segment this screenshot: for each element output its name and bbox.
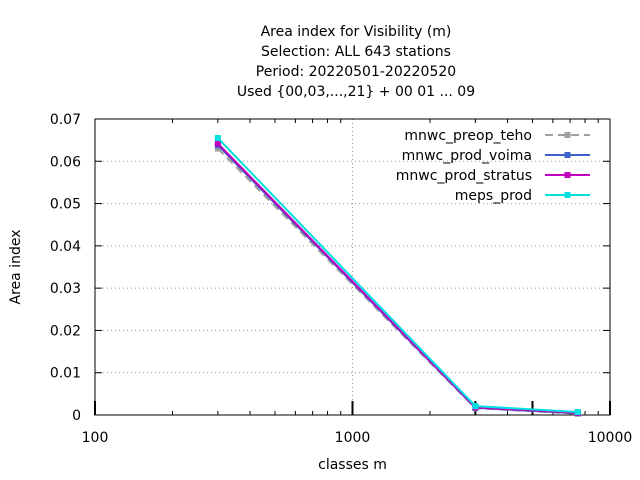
y-axis-label: Area index bbox=[8, 230, 24, 305]
series-mnwc_preop_teho bbox=[214, 145, 581, 417]
legend-label: mnwc_prod_voima bbox=[402, 148, 532, 164]
legend-marker bbox=[564, 172, 571, 178]
legend-marker bbox=[564, 152, 571, 158]
legend-label: mnwc_prod_stratus bbox=[396, 168, 532, 184]
data-point bbox=[472, 403, 479, 410]
legend-marker bbox=[564, 192, 571, 198]
data-point bbox=[214, 145, 221, 152]
legend: mnwc_preop_teho mnwc_prod_voima mnwc_prod_… bbox=[396, 128, 590, 204]
data-point bbox=[574, 409, 581, 416]
title-line: Area index for Visibility (m) bbox=[261, 24, 452, 40]
y-tick-label: 0.01 bbox=[50, 366, 81, 382]
x-tick-label: 10000 bbox=[588, 430, 633, 446]
x-axis-label: classes m bbox=[318, 457, 387, 473]
chart-title: Area index for Visibility (m) Selection: … bbox=[237, 24, 475, 100]
data-point bbox=[214, 140, 221, 147]
grid bbox=[95, 119, 610, 415]
y-tick-label: 0.06 bbox=[50, 154, 81, 170]
title-line: Used {00,03,...,21} + 00 01 ... 09 bbox=[237, 84, 475, 100]
title-line: Selection: ALL 643 stations bbox=[261, 44, 451, 60]
x-tick-label: 1000 bbox=[335, 430, 371, 446]
legend-marker bbox=[564, 132, 571, 138]
y-tick-label: 0.03 bbox=[50, 281, 81, 297]
legend-label: meps_prod bbox=[455, 188, 532, 204]
title-line: Period: 20220501-20220520 bbox=[256, 64, 456, 80]
y-tick-label: 0 bbox=[72, 408, 81, 424]
y-tick-label: 0.07 bbox=[50, 112, 81, 128]
series-meps_prod bbox=[214, 135, 581, 416]
legend-label: mnwc_preop_teho bbox=[404, 128, 532, 144]
x-tick-label: 100 bbox=[82, 430, 109, 446]
y-tick-label: 0.02 bbox=[50, 323, 81, 339]
y-tick-label: 0.04 bbox=[50, 239, 81, 255]
axis-ticks: 0 0.01 0.02 0.03 0.04 0.05 0.06 0.07 100 1000 1000… bbox=[50, 112, 632, 446]
series bbox=[214, 135, 581, 417]
y-tick-label: 0.05 bbox=[50, 197, 81, 213]
data-point bbox=[214, 135, 221, 142]
